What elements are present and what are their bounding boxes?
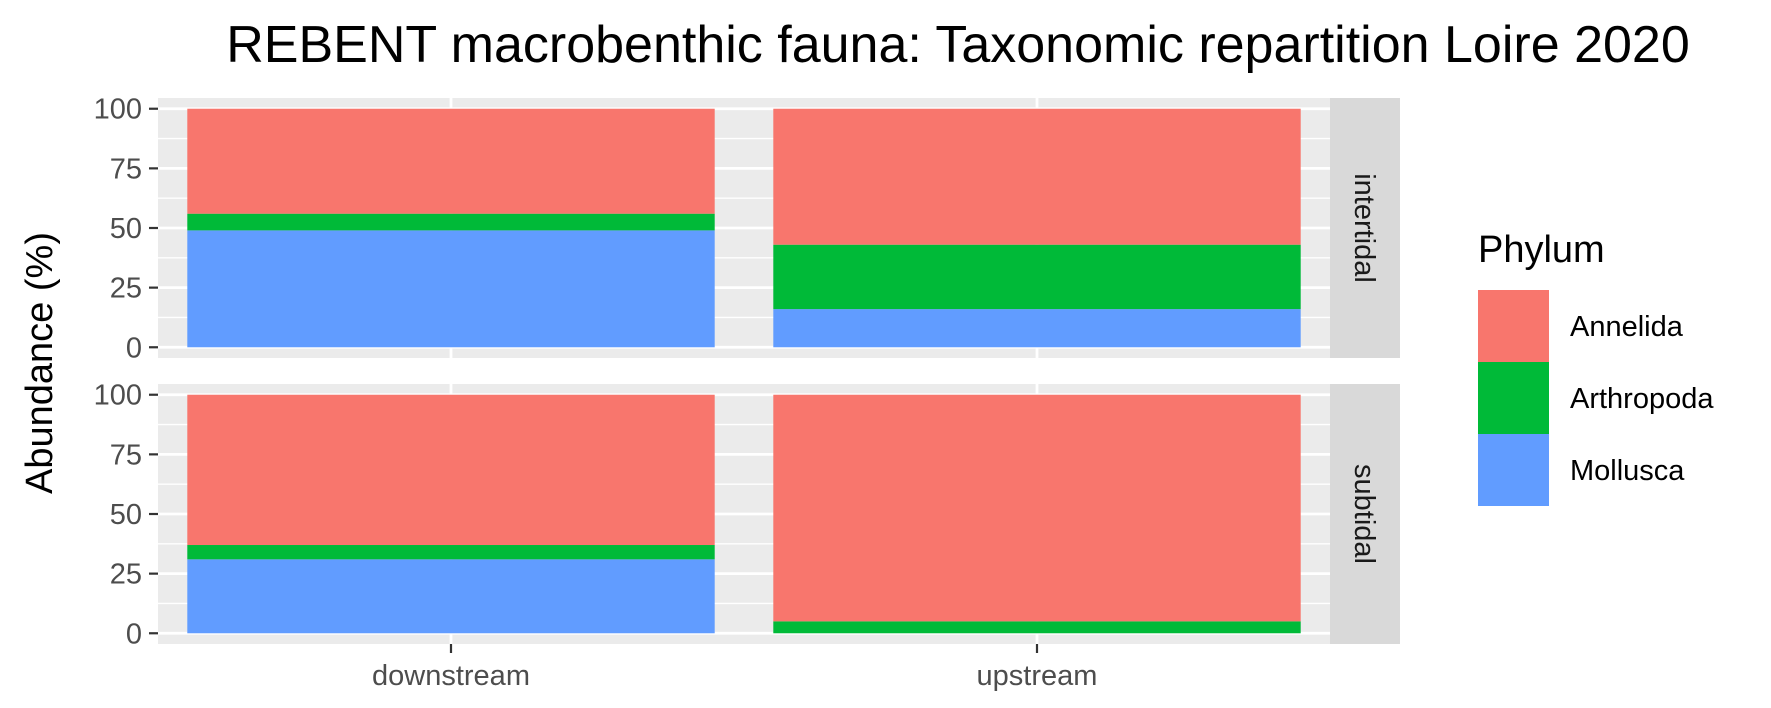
bar-downstream-arthropoda bbox=[187, 213, 715, 231]
y-tick-label: 25 bbox=[110, 559, 142, 591]
bar-downstream-arthropoda bbox=[187, 545, 715, 560]
chart-title: REBENT macrobenthic fauna: Taxonomic rep… bbox=[226, 16, 1690, 74]
y-tick-label: 100 bbox=[94, 380, 142, 412]
legend-entry-mollusca: Mollusca bbox=[1478, 434, 1685, 506]
bar-downstream-annelida bbox=[187, 394, 715, 546]
y-tick-label: 50 bbox=[110, 499, 142, 531]
legend-key bbox=[1478, 290, 1549, 362]
y-tick-label: 75 bbox=[110, 439, 142, 471]
bar-upstream-arthropoda bbox=[773, 621, 1301, 634]
y-tick-label: 50 bbox=[110, 213, 142, 245]
bars bbox=[187, 394, 1301, 634]
legend-title: Phylum bbox=[1478, 229, 1605, 271]
panel-intertidal: 0 25 50 75 100 intertidal bbox=[94, 94, 1400, 364]
legend-label: Annelida bbox=[1570, 311, 1684, 343]
bar-downstream-annelida bbox=[187, 108, 715, 214]
y-tick-label: 0 bbox=[126, 618, 142, 650]
panels: 0 25 50 75 100 intertidal 0 25 50 75 100 subtidal do… bbox=[94, 94, 1400, 692]
bar-upstream-annelida bbox=[773, 108, 1301, 245]
panel-subtidal: 0 25 50 75 100 subtidal bbox=[94, 380, 1400, 650]
legend-key bbox=[1478, 362, 1549, 434]
facet-strip bbox=[1330, 384, 1400, 644]
legend-label: Arthropoda bbox=[1570, 383, 1714, 415]
y-tick-label: 100 bbox=[94, 94, 142, 126]
bars bbox=[187, 108, 1301, 348]
bar-upstream-annelida bbox=[773, 394, 1301, 622]
legend-entries: Annelida Arthropoda Mollusca bbox=[1478, 290, 1714, 506]
legend: Phylum Annelida Arthropoda Mollusca bbox=[1478, 229, 1714, 506]
y-tick-label: 75 bbox=[110, 153, 142, 185]
facet-label: subtidal bbox=[1348, 464, 1380, 564]
facet-strip bbox=[1330, 98, 1400, 358]
y-tick-label: 0 bbox=[126, 332, 142, 364]
facet-label: intertidal bbox=[1348, 173, 1380, 283]
x-tick-label: upstream bbox=[977, 660, 1098, 692]
y-tick-label: 25 bbox=[110, 273, 142, 305]
legend-entry-annelida: Annelida bbox=[1478, 290, 1684, 362]
bar-downstream-mollusca bbox=[187, 230, 715, 348]
legend-key bbox=[1478, 434, 1549, 506]
legend-label: Mollusca bbox=[1570, 455, 1685, 487]
y-axis-title: Abundance (%) bbox=[19, 232, 61, 494]
x-axis: downstream upstream bbox=[372, 644, 1097, 692]
x-tick-label: downstream bbox=[372, 660, 530, 692]
bar-upstream-mollusca bbox=[773, 309, 1301, 348]
bar-upstream-arthropoda bbox=[773, 244, 1301, 310]
bar-downstream-mollusca bbox=[187, 559, 715, 634]
legend-entry-arthropoda: Arthropoda bbox=[1478, 362, 1714, 434]
